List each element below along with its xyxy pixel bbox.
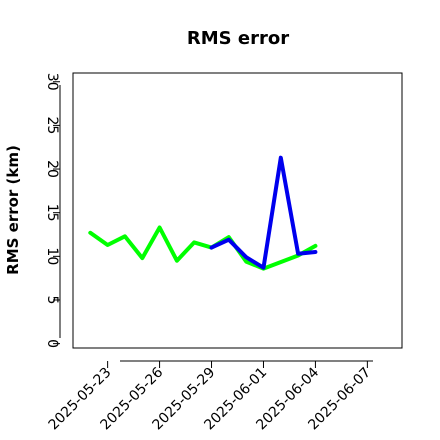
plot-frame	[72, 72, 403, 349]
y-tick-label: 15	[44, 204, 60, 222]
series-line	[88, 225, 318, 271]
y-axis-ticks: 0 5 10 15 20 25 30	[44, 73, 60, 348]
y-axis-label: RMS error (km)	[4, 145, 22, 275]
series-layer	[88, 155, 318, 271]
y-tick-label: 10	[44, 247, 60, 265]
series-line	[209, 155, 318, 270]
x-axis-ticks: 2025-05-232025-05-262025-05-292025-06-01…	[46, 361, 374, 433]
y-tick-label: 20	[44, 160, 60, 178]
y-tick-label: 5	[44, 296, 60, 305]
y-tick-label: 30	[44, 73, 60, 91]
y-tick-label: 25	[44, 116, 60, 134]
y-tick-label: 0	[44, 339, 60, 348]
chart-title: RMS error	[187, 28, 289, 49]
